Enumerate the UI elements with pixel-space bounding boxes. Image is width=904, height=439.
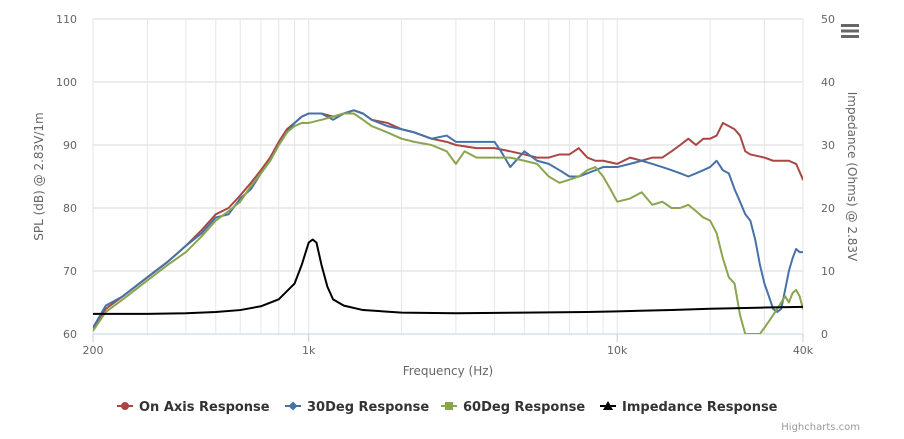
legend-label: Impedance Response [622,400,778,415]
y-right-tick-label: 20 [821,202,835,215]
y-left-tick-label: 70 [63,265,77,278]
legend-square-marker [445,402,453,410]
y-axis-right-title: Impedance (Ohms) @ 2.83V [845,92,859,262]
legend-item[interactable]: 60Deg Response [441,400,585,415]
y-left-tick-label: 110 [56,13,77,26]
x-axis-title: Frequency (Hz) [403,364,494,378]
x-tick-label: 200 [83,344,104,357]
y-right-tick-label: 50 [821,13,835,26]
y-left-tick-label: 60 [63,328,77,341]
axes: 60 70 80 90 100 110 0 10 20 30 40 50 200 1k 10k 40k [56,13,835,357]
series-group [93,109,803,335]
y-right-tick-label: 0 [821,328,828,341]
legend-item[interactable]: On Axis Response [117,400,270,415]
x-tick-label: 1k [302,344,316,357]
y-right-tick-label: 40 [821,76,835,89]
menu-icon[interactable] [838,20,862,42]
legend-triangle-marker [603,401,613,410]
x-tick-label: 40k [793,344,814,357]
legend-diamond-marker [288,401,298,411]
credits-link[interactable]: Highcharts.com [781,422,860,433]
series-line-impedance-response[interactable] [93,238,803,315]
y-left-tick-label: 90 [63,139,77,152]
y-right-tick-label: 30 [821,139,835,152]
legend-circle-marker [121,402,129,410]
series-line-60deg-response[interactable] [93,112,803,335]
y-axis-left-title: SPL (dB) @ 2.83V/1m [32,112,46,241]
x-tick-label: 10k [607,344,628,357]
y-left-tick-label: 100 [56,76,77,89]
series-line-on-axis-response[interactable] [93,109,803,329]
y-left-tick-label: 80 [63,202,77,215]
y-right-tick-label: 10 [821,265,835,278]
legend-label: 30Deg Response [307,400,429,415]
legend-label: 60Deg Response [463,400,585,415]
legend-item[interactable]: Impedance Response [600,400,778,415]
legend[interactable]: On Axis Response 30Deg Response 60Deg Resp… [117,400,778,415]
legend-item[interactable]: 30Deg Response [285,400,429,415]
legend-label: On Axis Response [139,400,270,415]
